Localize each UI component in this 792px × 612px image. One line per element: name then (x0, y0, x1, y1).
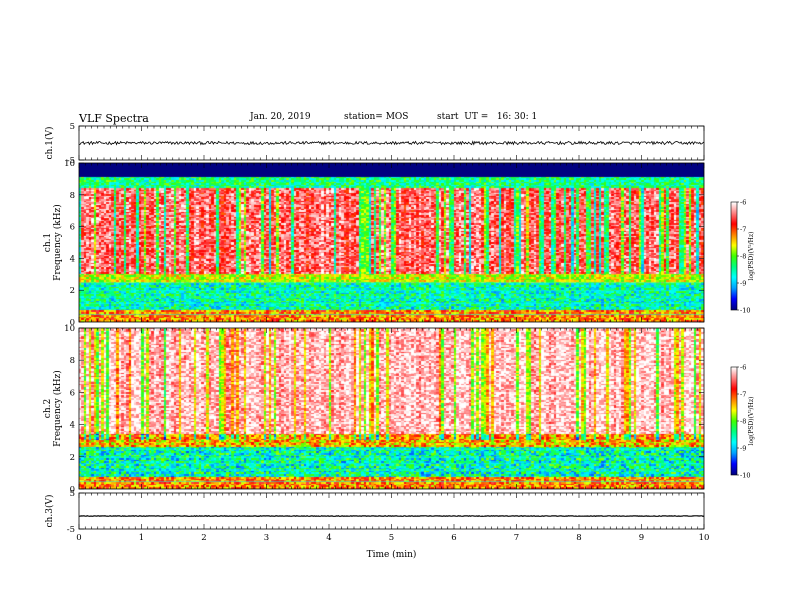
date-label: Jan. 20, 2019 (250, 112, 311, 122)
colorbar-label: log(PSD)(V²/Hz) (748, 232, 755, 281)
ch3-waveform-panel (78, 492, 705, 530)
y-tick-label: -5 (67, 156, 75, 166)
y-tick-label: 8 (70, 191, 75, 201)
colorbar-tick-label: -9 (740, 280, 746, 288)
colorbar (731, 202, 737, 310)
y-axis-label: ch.1(V) (44, 127, 55, 160)
y-tick-label: 6 (70, 223, 75, 233)
x-tick-label: 9 (639, 533, 644, 543)
colorbar-tick-label: -10 (740, 472, 750, 480)
y-tick-label: 8 (70, 356, 75, 366)
y-axis-label: Frequency (kHz) (52, 204, 63, 281)
y-tick-label: 5 (70, 122, 75, 132)
ch1-waveform-panel (78, 125, 705, 161)
start-time-label: start UT = 16: 30: 1 (437, 112, 538, 122)
colorbar-tick-label: -7 (740, 226, 746, 234)
y-tick-label: 2 (70, 286, 75, 296)
y-tick-label: 10 (64, 159, 75, 169)
panels-layer: ch.1(V) 5 -5 -6 -7 -8 -9 -10 log(PSD)(V²/Hz) ch.1… (43, 122, 755, 560)
x-tick-label: 10 (699, 533, 710, 543)
ch2-spectrogram-image (79, 328, 704, 489)
colorbar-tick-label: -8 (740, 418, 746, 426)
ch2-spectrogram-panel (78, 327, 739, 490)
panel-frame (78, 492, 705, 530)
x-tick-label: 6 (451, 533, 456, 543)
y-axis-label: Frequency (kHz) (52, 370, 63, 447)
ch3-waveform-trace (79, 515, 705, 517)
x-tick-label: 1 (139, 533, 144, 543)
y-tick-label: 4 (70, 421, 75, 431)
chart-title: VLF Spectra (79, 112, 149, 125)
x-tick-label: 8 (576, 533, 581, 543)
y-tick-label: 10 (64, 324, 75, 334)
ch1-spectrogram-image (79, 163, 704, 322)
colorbar (731, 367, 737, 475)
y-tick-label: -5 (67, 525, 75, 535)
channel-label: ch.1 (43, 233, 53, 252)
y-tick-label: 0 (70, 318, 75, 328)
ch1-waveform-trace (79, 140, 705, 146)
colorbar-tick-label: -6 (740, 364, 746, 372)
colorbar-label: log(PSD)(V²/Hz) (748, 397, 755, 446)
y-tick-label: 6 (70, 388, 75, 398)
y-tick-label: 2 (70, 453, 75, 463)
x-axis-label: Time (min) (367, 549, 417, 560)
x-tick-label: 2 (201, 533, 206, 543)
colorbar-tick-label: -8 (740, 253, 746, 261)
station-label: station= MOS (344, 112, 409, 122)
y-tick-label: 4 (70, 254, 75, 264)
y-tick-label: 5 (70, 489, 75, 499)
colorbar-tick-label: -7 (740, 391, 746, 399)
y-axis-label: ch.3(V) (44, 495, 55, 528)
x-tick-label: 4 (326, 533, 331, 543)
colorbar-tick-label: -10 (740, 307, 750, 315)
ch1-spectrogram-panel (78, 162, 739, 323)
colorbar-tick-label: -6 (740, 199, 746, 207)
x-tick-label: 3 (264, 533, 269, 543)
x-tick-label: 5 (389, 533, 394, 543)
colorbar-tick-label: -9 (740, 445, 746, 453)
x-tick-label: 7 (514, 533, 519, 543)
y-tick-label: 0 (70, 485, 75, 495)
channel-label: ch.2 (43, 399, 53, 418)
x-tick-label: 0 (76, 533, 81, 543)
